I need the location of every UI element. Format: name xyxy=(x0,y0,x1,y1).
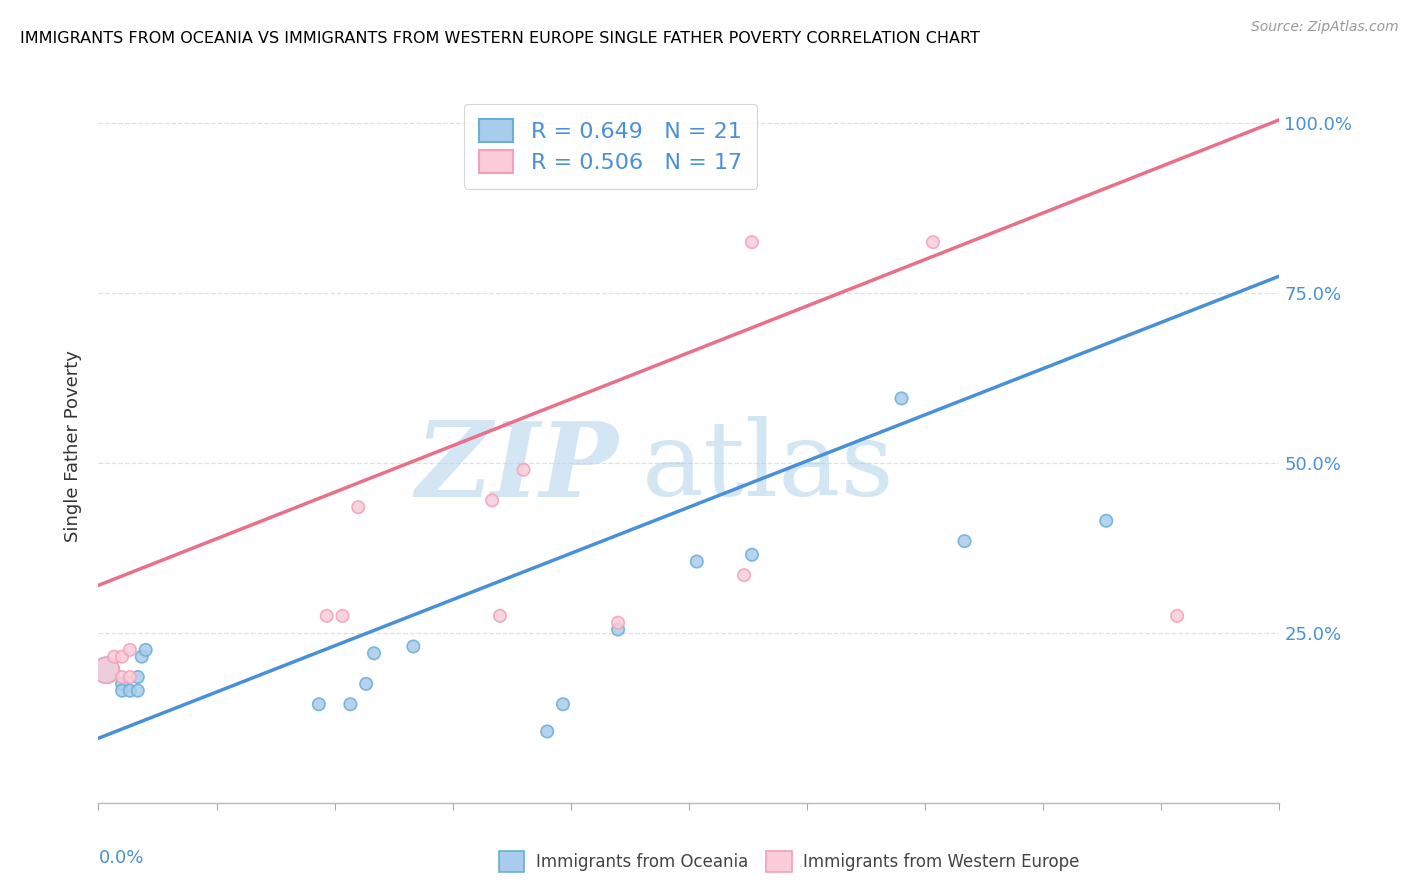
Point xyxy=(118,643,141,657)
Point xyxy=(103,649,125,664)
Point xyxy=(111,683,134,698)
Point xyxy=(111,677,134,691)
Point xyxy=(536,724,558,739)
Point xyxy=(551,698,574,712)
Point xyxy=(127,670,149,684)
Point xyxy=(607,623,630,637)
Text: Immigrants from Oceania: Immigrants from Oceania xyxy=(536,853,748,871)
Point xyxy=(741,548,763,562)
Text: IMMIGRANTS FROM OCEANIA VS IMMIGRANTS FROM WESTERN EUROPE SINGLE FATHER POVERTY : IMMIGRANTS FROM OCEANIA VS IMMIGRANTS FR… xyxy=(20,31,980,46)
Point xyxy=(953,534,976,549)
Point xyxy=(402,640,425,654)
Point xyxy=(96,663,118,677)
Point xyxy=(607,615,630,630)
Y-axis label: Single Father Poverty: Single Father Poverty xyxy=(65,350,83,542)
Point xyxy=(1095,514,1118,528)
Point xyxy=(733,568,755,582)
Point xyxy=(135,643,157,657)
Point xyxy=(111,670,134,684)
Point xyxy=(741,235,763,249)
Point xyxy=(512,463,534,477)
Point xyxy=(315,608,337,623)
Point xyxy=(332,608,354,623)
Point xyxy=(118,683,141,698)
Point xyxy=(131,649,153,664)
Point xyxy=(489,608,512,623)
Point xyxy=(127,683,149,698)
Point xyxy=(1166,608,1188,623)
Point xyxy=(922,235,945,249)
Point xyxy=(363,646,385,660)
Text: Immigrants from Western Europe: Immigrants from Western Europe xyxy=(803,853,1080,871)
Text: Source: ZipAtlas.com: Source: ZipAtlas.com xyxy=(1251,20,1399,34)
Point xyxy=(96,663,118,677)
Point xyxy=(347,500,370,515)
Point xyxy=(308,698,330,712)
Text: ZIP: ZIP xyxy=(415,417,619,518)
Point xyxy=(354,677,377,691)
Point xyxy=(118,670,141,684)
Text: atlas: atlas xyxy=(641,417,894,518)
Point xyxy=(890,392,912,406)
Point xyxy=(111,649,134,664)
Point xyxy=(686,555,709,569)
Text: 0.0%: 0.0% xyxy=(98,849,143,867)
Point xyxy=(339,698,361,712)
Legend: R = 0.649   N = 21, R = 0.506   N = 17: R = 0.649 N = 21, R = 0.506 N = 17 xyxy=(464,103,758,188)
Point xyxy=(481,493,503,508)
